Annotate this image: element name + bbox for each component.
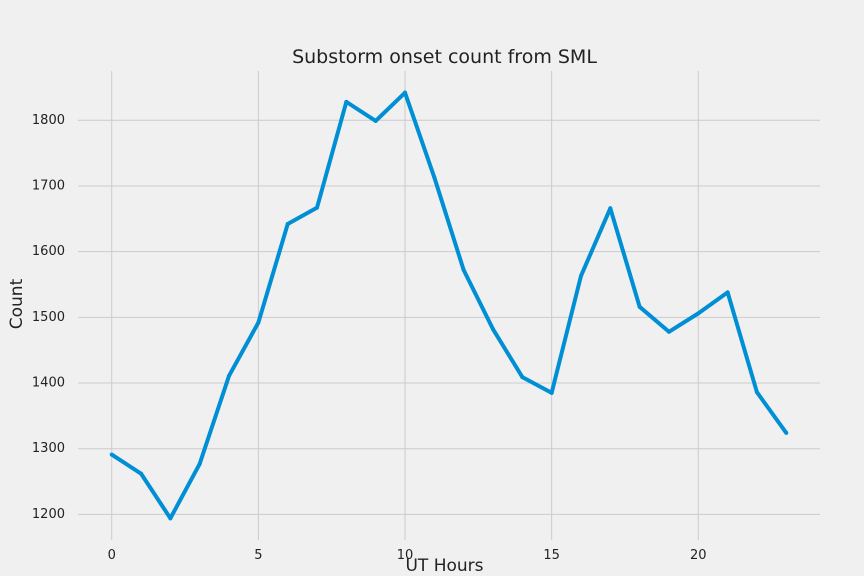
- data-point: [637, 304, 642, 309]
- y-tick-label: 1300: [32, 441, 65, 456]
- y-tick-label: 1400: [32, 376, 65, 391]
- data-point: [315, 205, 320, 210]
- y-tick-labels: 1200 1300 1400 1500 1600 1700 1800: [32, 113, 65, 522]
- y-tick-label: 1700: [32, 178, 65, 193]
- data-point: [754, 390, 759, 395]
- chart-title: Substorm onset count from SML: [292, 46, 597, 68]
- data-point: [432, 175, 437, 180]
- data-point: [461, 268, 466, 273]
- data-point: [549, 390, 554, 395]
- data-point: [490, 327, 495, 332]
- data-point: [784, 430, 789, 435]
- data-point: [344, 99, 349, 104]
- data-point: [520, 375, 525, 380]
- data-point: [139, 471, 144, 476]
- series-layer: [109, 90, 789, 521]
- data-point: [696, 311, 701, 316]
- data-point: [168, 516, 173, 521]
- y-axis-label: Count: [7, 278, 27, 329]
- data-point: [725, 290, 730, 295]
- y-tick-label: 1200: [32, 507, 65, 522]
- x-tick-label: 0: [108, 548, 116, 563]
- data-point: [666, 329, 671, 334]
- data-point: [608, 206, 613, 211]
- x-tick-label: 20: [690, 548, 707, 563]
- y-tick-label: 1800: [32, 113, 65, 128]
- data-point: [227, 373, 232, 378]
- series-line: [110, 90, 788, 521]
- x-axis-label: UT Hours: [405, 556, 483, 576]
- x-tick-label: 15: [543, 548, 560, 563]
- data-point: [285, 222, 290, 227]
- x-tick-labels: 0 5 10 15 20: [108, 548, 707, 563]
- data-point: [109, 452, 114, 457]
- x-tick-label: 10: [397, 548, 414, 563]
- data-point: [373, 118, 378, 123]
- y-tick-label: 1500: [32, 310, 65, 325]
- data-point: [578, 273, 583, 278]
- data-point: [403, 90, 408, 95]
- data-point: [256, 320, 261, 325]
- data-point: [197, 461, 202, 466]
- grid-lines: [78, 71, 820, 540]
- x-tick-label: 5: [254, 548, 262, 563]
- y-tick-label: 1600: [32, 244, 65, 259]
